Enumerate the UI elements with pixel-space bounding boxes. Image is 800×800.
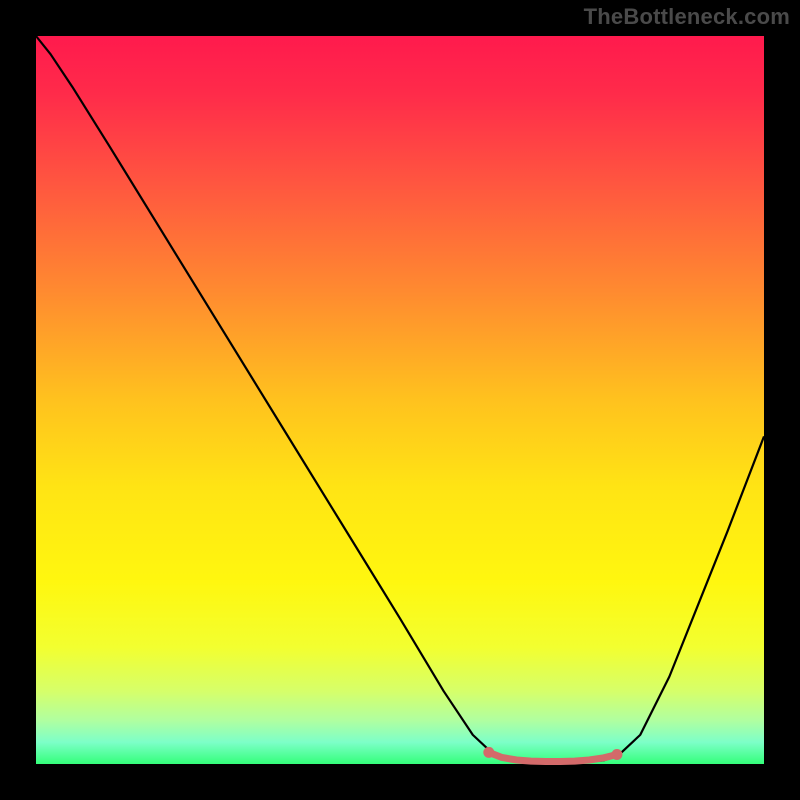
plot-background — [36, 36, 764, 764]
optimal-range-end-marker — [611, 749, 622, 760]
chart-stage: TheBottleneck.com — [0, 0, 800, 800]
optimal-range-start-marker — [483, 747, 494, 758]
bottleneck-chart — [0, 0, 800, 800]
watermark-text: TheBottleneck.com — [584, 4, 790, 30]
